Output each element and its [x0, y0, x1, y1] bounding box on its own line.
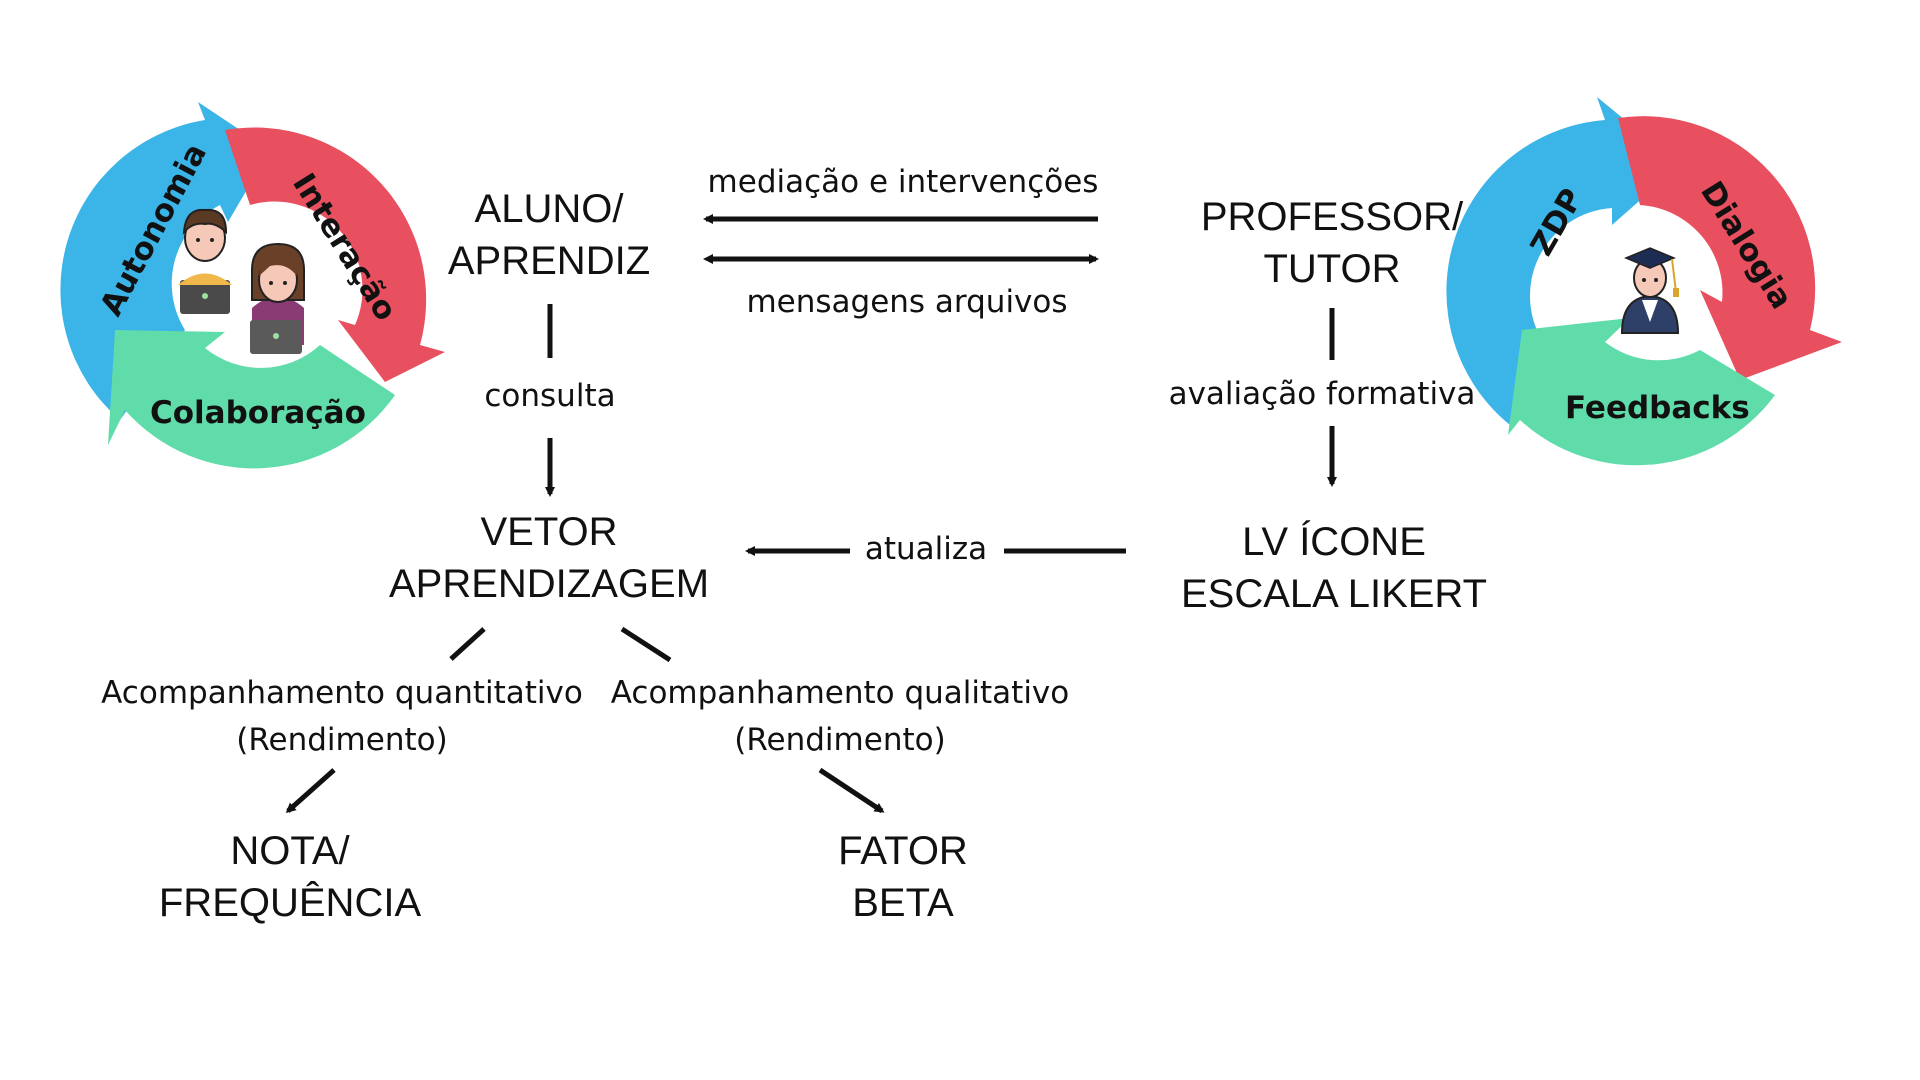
- mediacao-label: mediação e intervenções: [708, 164, 1099, 200]
- feedbacks-arc: [1508, 318, 1775, 466]
- colaboracao-label: Colaboração: [150, 395, 366, 431]
- professor-node-line1: PROFESSOR/: [1201, 195, 1464, 239]
- qualitativo-arrow: [818, 767, 885, 814]
- dialogia-arc: [1618, 116, 1842, 380]
- professor-node-line2: TUTOR: [1263, 247, 1400, 291]
- graduate-teacher-icon: [1620, 247, 1680, 334]
- avaliacao-label: avaliação formativa: [1169, 376, 1476, 412]
- nota-node-line1: NOTA/: [230, 829, 350, 873]
- mensagens-label: mensagens arquivos: [746, 284, 1067, 320]
- student-female-icon: [250, 242, 305, 354]
- quantitativo-label-line2: (Rendimento): [236, 722, 447, 758]
- quantitativo-arrow: [285, 768, 336, 813]
- nota-node-line2: FREQUÊNCIA: [159, 880, 422, 925]
- vetor-node-line1: VETOR: [480, 510, 617, 554]
- quantitativo-label-line1: Acompanhamento quantitativo: [101, 675, 583, 711]
- interacao-arc: [225, 127, 445, 382]
- atualiza-label: atualiza: [865, 531, 987, 567]
- vetor-node-line2: APRENDIZAGEM: [389, 562, 709, 606]
- left-cycle: Autonomia Interação Colaboração: [60, 102, 445, 469]
- autonomia-arc: [60, 102, 271, 420]
- qualitativo-label-line1: Acompanhamento qualitativo: [611, 675, 1070, 711]
- aluno-node-line1: ALUNO/: [475, 187, 625, 231]
- consulta-label: consulta: [484, 378, 615, 414]
- zdp-arc: [1446, 97, 1680, 425]
- lv-node-line2: ESCALA LIKERT: [1181, 572, 1487, 616]
- qualitativo-branch: [620, 626, 672, 663]
- colaboracao-arc: [108, 330, 395, 469]
- lv-node-line1: LV ÍCONE: [1242, 519, 1426, 564]
- aluno-node-line2: APRENDIZ: [448, 239, 650, 283]
- qualitativo-label-line2: (Rendimento): [734, 722, 945, 758]
- fator-node-line1: FATOR: [838, 829, 968, 873]
- fator-node-line2: BETA: [852, 881, 954, 925]
- quantitativo-branch: [449, 627, 486, 661]
- right-cycle: ZDP Dialogia Feedbacks: [1446, 97, 1842, 466]
- student-male-icon: [178, 208, 232, 314]
- feedbacks-label: Feedbacks: [1565, 390, 1750, 426]
